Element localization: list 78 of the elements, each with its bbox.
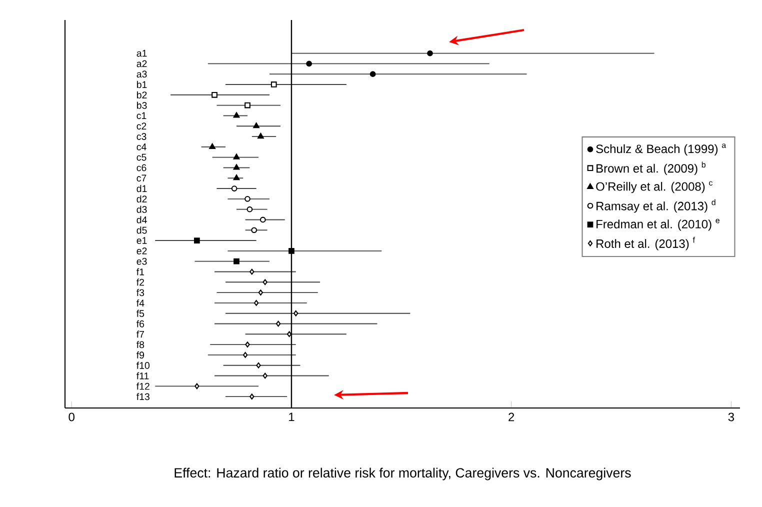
point xyxy=(294,310,298,316)
y-tick-label: d1 xyxy=(136,184,147,192)
y-tick-label: b1 xyxy=(137,80,147,88)
legend-label: Brown et al. (2009) $^{b}$ xyxy=(596,162,706,176)
y-tick-label: d5 xyxy=(136,226,147,234)
point xyxy=(262,279,268,286)
point xyxy=(234,258,240,264)
point xyxy=(194,238,200,244)
y-tick-label: a2 xyxy=(136,60,147,68)
x-tick-label: 3 xyxy=(728,412,734,422)
y-tick-label: e3 xyxy=(136,258,147,265)
y-tick-label: f3 xyxy=(136,288,144,296)
y-tick-label: d3 xyxy=(136,206,147,213)
y-tick-label: f10 xyxy=(136,362,150,369)
point xyxy=(233,154,240,160)
point xyxy=(306,60,312,67)
point xyxy=(427,50,433,56)
y-tick-label: f12 xyxy=(136,382,150,390)
y-tick-label: f9 xyxy=(136,351,144,359)
point xyxy=(251,227,258,234)
y-tick-label: c3 xyxy=(136,133,146,140)
point xyxy=(233,112,240,118)
point xyxy=(194,383,200,390)
point xyxy=(270,82,277,88)
point xyxy=(254,300,259,306)
y-tick-label: f8 xyxy=(136,341,144,348)
y-tick-label: c7 xyxy=(136,174,146,182)
y-tick-label: f2 xyxy=(136,278,144,286)
point xyxy=(231,186,238,192)
point xyxy=(233,174,240,180)
legend-label: Ramsay et al. (2013) $^{d}$ xyxy=(596,199,716,213)
point xyxy=(258,290,264,296)
point xyxy=(370,71,376,78)
y-tick-label: a1 xyxy=(136,50,147,57)
y-tick-label: c4 xyxy=(136,144,146,150)
y-tick-label: d4 xyxy=(136,216,147,224)
point xyxy=(246,206,253,212)
y-tick-label: a3 xyxy=(136,70,147,78)
point xyxy=(253,122,260,128)
point xyxy=(233,164,240,170)
point xyxy=(258,132,264,139)
legend-label: Roth et al. (2013) $^{f}$ xyxy=(596,236,695,250)
y-tick-label: c2 xyxy=(136,122,146,130)
point xyxy=(256,362,261,368)
point xyxy=(245,342,250,348)
x-tick-label: 2 xyxy=(508,412,514,422)
y-tick-label: e2 xyxy=(136,247,147,254)
legend-label: Schulz & Beach (1999) $^{a}$ xyxy=(596,144,726,156)
x-axis-title: Effect: Hazard ratio or relative risk for mortality, Caregivers vs. Noncaregivers xyxy=(174,468,631,480)
y-tick-label: f7 xyxy=(136,330,144,338)
y-tick-label: d2 xyxy=(136,195,147,203)
point xyxy=(288,248,294,254)
x-tick-label: 0 xyxy=(68,412,74,422)
point xyxy=(244,196,250,202)
y-tick-label: c6 xyxy=(136,164,146,172)
point xyxy=(276,320,281,327)
point xyxy=(250,394,254,400)
y-tick-label: b2 xyxy=(137,91,147,98)
y-tick-label: c5 xyxy=(136,154,146,161)
y-tick-label: f13 xyxy=(136,393,150,400)
legend-label: O’Reilly et al. (2008) $^{c}$ xyxy=(596,181,712,194)
point xyxy=(242,352,248,358)
point xyxy=(250,268,254,275)
y-tick-label: f5 xyxy=(136,310,144,317)
point xyxy=(262,372,268,379)
y-tick-label: f11 xyxy=(136,372,149,380)
y-tick-label: f6 xyxy=(136,320,144,328)
y-tick-label: e1 xyxy=(136,237,147,244)
y-tick-label: f4 xyxy=(136,299,144,306)
point xyxy=(209,143,216,149)
legend-label: Fredman et al. (2010) $^{e}$ xyxy=(596,218,720,231)
y-tick-label: f1 xyxy=(136,268,144,276)
point xyxy=(244,102,250,108)
y-tick-label: c1 xyxy=(136,112,146,120)
point xyxy=(212,92,218,98)
y-tick-label: b3 xyxy=(137,102,147,109)
x-tick-label: 1 xyxy=(289,412,294,421)
point xyxy=(260,216,266,223)
